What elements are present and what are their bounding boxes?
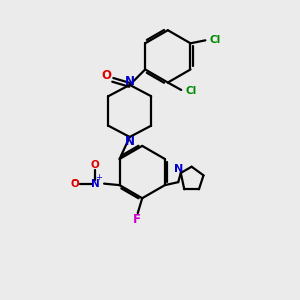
Text: Cl: Cl — [185, 86, 197, 96]
Text: -: - — [71, 174, 76, 187]
Text: F: F — [133, 213, 141, 226]
Text: O: O — [91, 160, 100, 170]
Text: N: N — [174, 164, 183, 174]
Text: O: O — [101, 70, 111, 83]
Text: Cl: Cl — [209, 35, 221, 45]
Text: O: O — [71, 178, 80, 189]
Text: +: + — [96, 173, 103, 182]
Text: N: N — [91, 178, 100, 189]
Text: N: N — [125, 74, 135, 88]
Text: N: N — [125, 135, 135, 148]
